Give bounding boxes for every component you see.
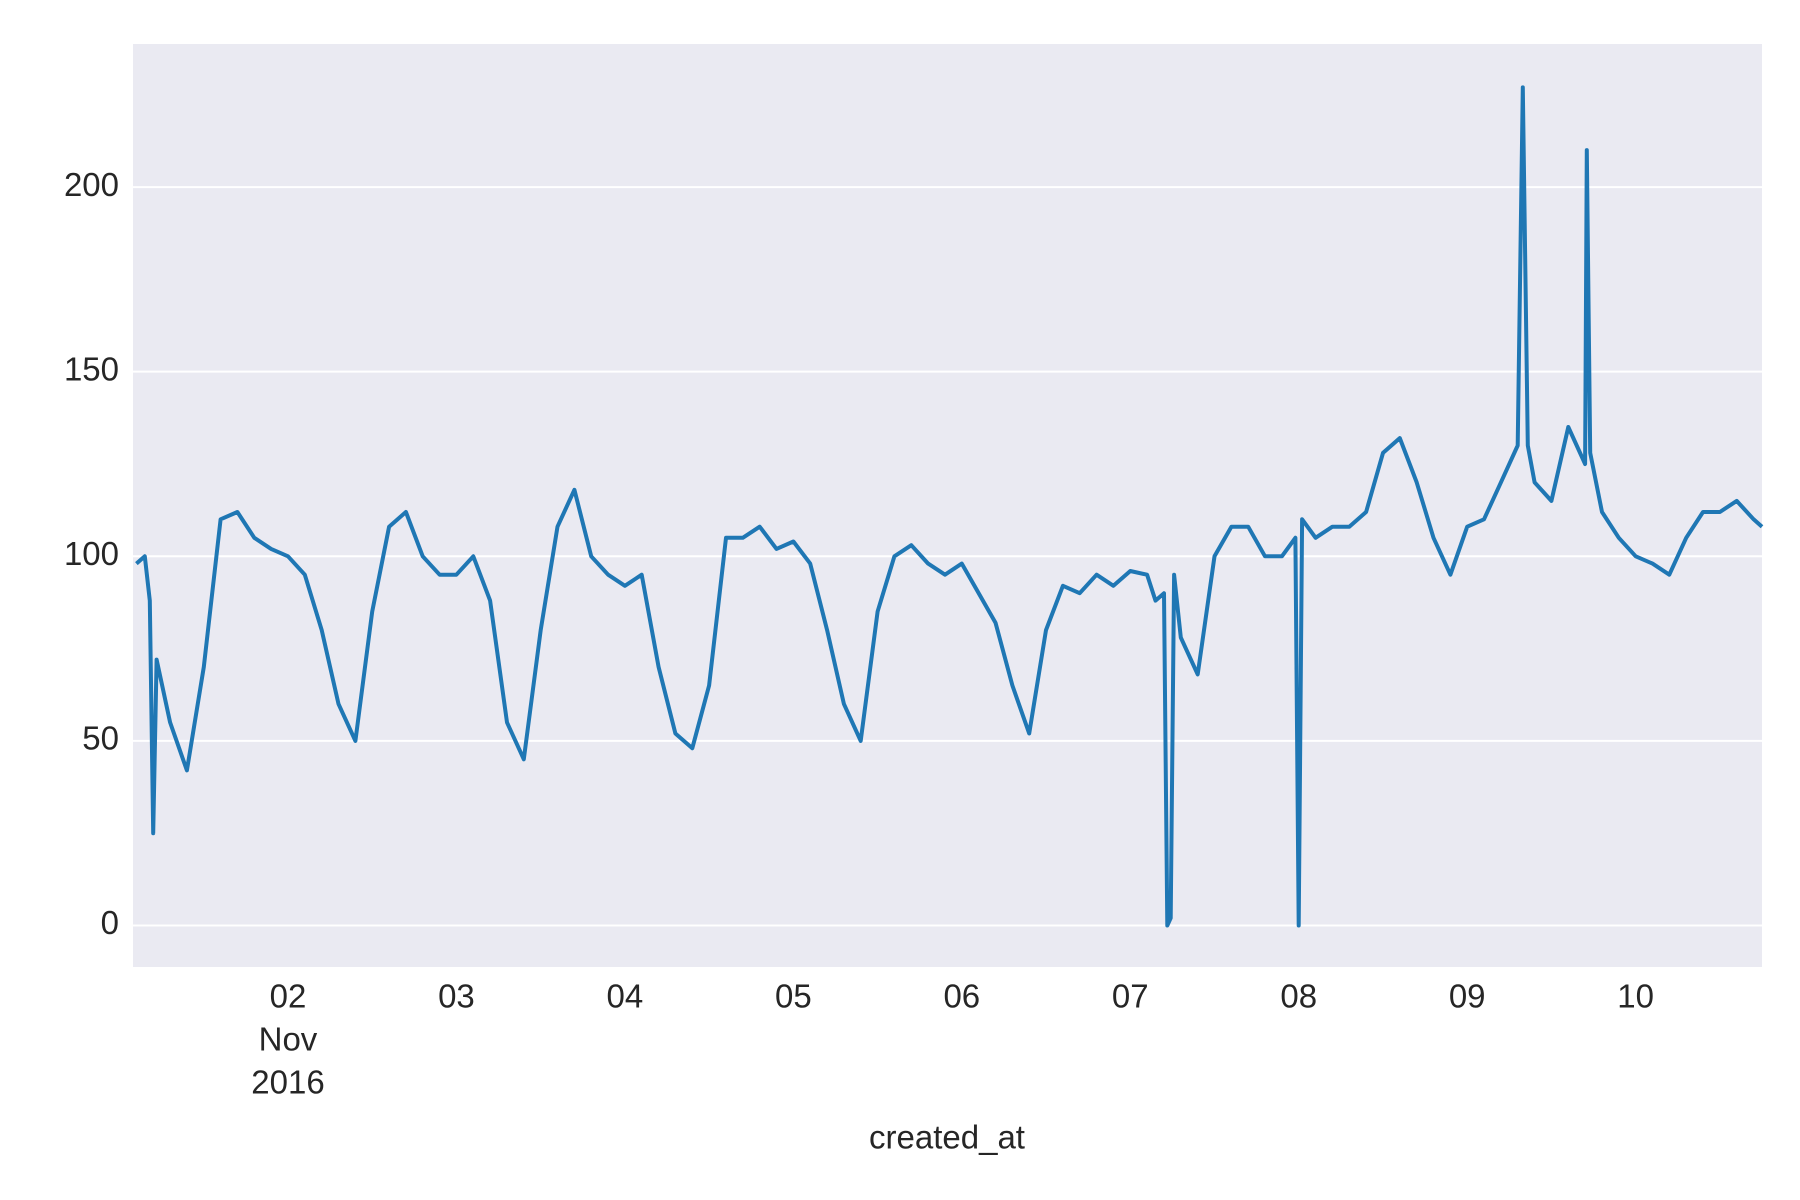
x-tick-label: 03: [438, 978, 475, 1015]
x-tick-label: 09: [1449, 978, 1486, 1015]
x-period-label: Nov: [259, 1021, 318, 1058]
x-axis-label: created_at: [869, 1119, 1025, 1156]
x-period-label: 2016: [251, 1064, 324, 1101]
y-tick-label: 50: [82, 720, 119, 757]
y-tick-label: 200: [64, 166, 119, 203]
x-tick-label: 02: [270, 978, 307, 1015]
x-tick-label: 04: [607, 978, 644, 1015]
y-tick-label: 0: [101, 904, 119, 941]
x-tick-label: 05: [775, 978, 812, 1015]
x-tick-label: 07: [1112, 978, 1149, 1015]
x-tick-label: 10: [1617, 978, 1654, 1015]
line: [135, 85, 1764, 928]
plot-area: [133, 44, 1762, 967]
x-tick-label: 06: [943, 978, 980, 1015]
y-tick-label: 150: [64, 350, 119, 387]
y-tick-label: 100: [64, 535, 119, 572]
x-tick-label: 08: [1280, 978, 1317, 1015]
